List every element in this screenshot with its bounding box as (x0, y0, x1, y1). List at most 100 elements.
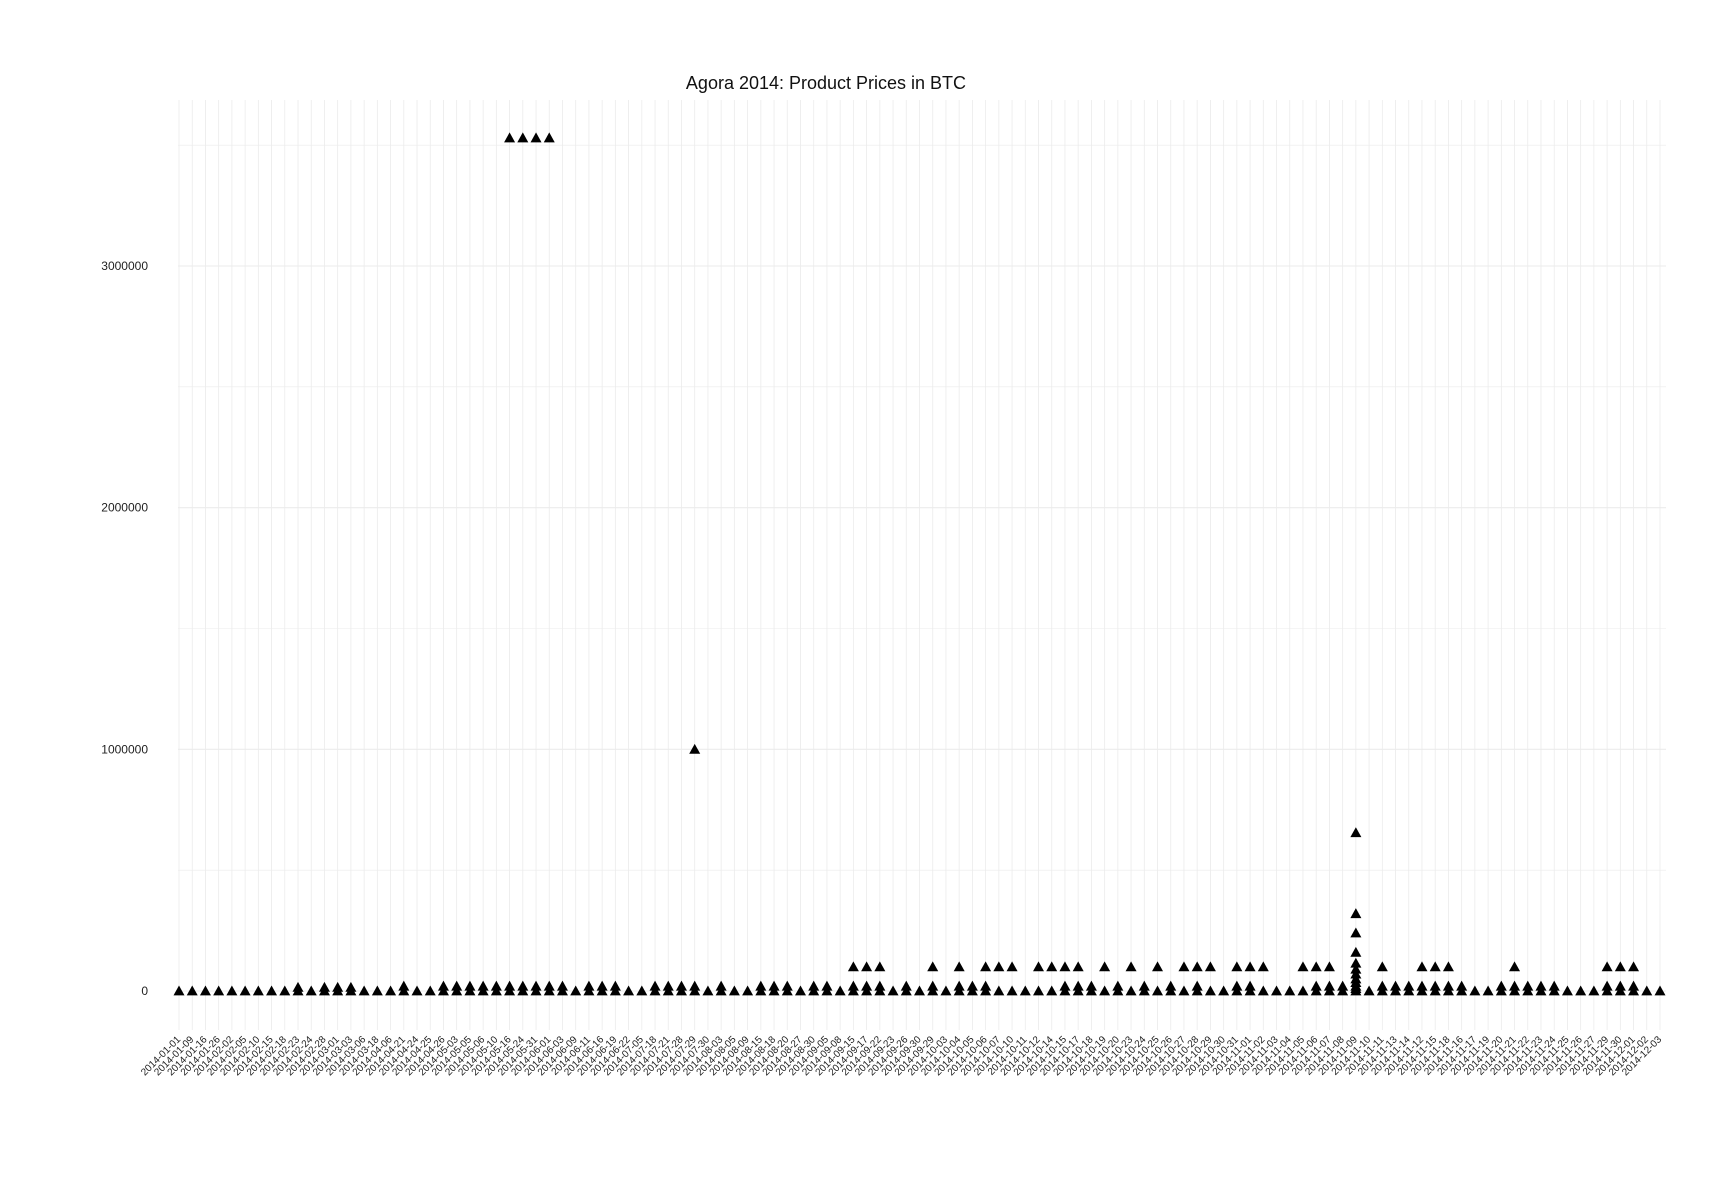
data-point (1601, 961, 1613, 972)
data-point (1469, 985, 1481, 996)
data-point (1204, 961, 1216, 972)
data-point (358, 985, 370, 996)
data-point (543, 132, 555, 143)
data-point (1350, 957, 1362, 968)
data-point (1284, 985, 1296, 996)
data-point (993, 961, 1005, 972)
data-point (517, 980, 529, 991)
data-point (847, 961, 859, 972)
data-point (1033, 985, 1045, 996)
data-point (530, 980, 542, 991)
data-point (213, 985, 225, 996)
data-point (874, 980, 886, 991)
data-point (1376, 961, 1388, 972)
data-point (1138, 980, 1150, 991)
data-point (1191, 980, 1203, 991)
data-point (808, 980, 820, 991)
data-point (1099, 961, 1111, 972)
data-point (1509, 961, 1521, 972)
data-point (980, 980, 992, 991)
data-point (1416, 961, 1428, 972)
data-point (742, 985, 754, 996)
data-point (1178, 985, 1190, 996)
data-point (1535, 980, 1547, 991)
data-point (1509, 980, 1521, 991)
data-point (821, 980, 833, 991)
data-point (1442, 961, 1454, 972)
data-point (1561, 985, 1573, 996)
data-point (1323, 980, 1335, 991)
y-axis-tick-labels: 0 1000000 2000000 3000000 (101, 259, 148, 998)
data-point (1588, 985, 1600, 996)
data-point (477, 980, 489, 991)
data-point (490, 980, 502, 991)
data-point (239, 985, 251, 996)
data-point (437, 980, 449, 991)
data-point (305, 985, 317, 996)
data-point (1495, 980, 1507, 991)
data-point (861, 961, 873, 972)
data-point (636, 985, 648, 996)
data-point (1575, 985, 1587, 996)
data-points (173, 132, 1666, 996)
data-point (1152, 961, 1164, 972)
data-point (1628, 961, 1640, 972)
data-point (1442, 980, 1454, 991)
data-point (609, 980, 621, 991)
data-point (530, 132, 542, 143)
data-point (1099, 985, 1111, 996)
data-point (1429, 980, 1441, 991)
data-point (1482, 985, 1494, 996)
data-point (1191, 961, 1203, 972)
data-point (623, 985, 635, 996)
data-point (1628, 980, 1640, 991)
y-tick-label: 3000000 (101, 259, 148, 273)
data-point (1244, 961, 1256, 972)
data-point (1046, 985, 1058, 996)
data-point (173, 985, 185, 996)
data-point (1125, 961, 1137, 972)
data-point (914, 985, 925, 996)
data-point (504, 132, 516, 143)
data-point (596, 980, 608, 991)
data-point (1548, 980, 1560, 991)
data-point (887, 985, 899, 996)
data-point (702, 985, 714, 996)
data-point (252, 985, 264, 996)
x-axis-tick-labels: 2014-01-012014-01-092014-01-162014-01-26… (139, 1034, 1664, 1078)
data-point (861, 980, 873, 991)
data-point (847, 980, 859, 991)
data-point (1112, 980, 1124, 991)
data-point (186, 985, 198, 996)
data-point (1019, 985, 1031, 996)
data-point (1323, 961, 1335, 972)
data-point (199, 985, 211, 996)
data-point (1231, 980, 1243, 991)
data-point (1178, 961, 1190, 972)
data-point (1403, 980, 1415, 991)
data-point (1033, 961, 1045, 972)
data-point (980, 961, 992, 972)
data-point (226, 985, 238, 996)
data-point (715, 980, 727, 991)
data-point (1006, 985, 1018, 996)
chart-title: Agora 2014: Product Prices in BTC (686, 73, 966, 93)
data-point (385, 985, 397, 996)
data-point (1350, 908, 1362, 919)
data-point (953, 980, 965, 991)
data-point (689, 743, 701, 754)
data-point (1006, 961, 1018, 972)
data-point (1376, 980, 1388, 991)
data-point (1046, 961, 1058, 972)
data-point (1125, 985, 1137, 996)
data-point (1363, 985, 1375, 996)
data-point (292, 981, 304, 992)
data-point (1297, 985, 1309, 996)
data-point (1297, 961, 1309, 972)
data-point (1429, 961, 1441, 972)
data-point (1641, 985, 1653, 996)
data-point (1059, 961, 1071, 972)
data-point (543, 980, 555, 991)
data-point (794, 985, 806, 996)
data-point (279, 985, 291, 996)
